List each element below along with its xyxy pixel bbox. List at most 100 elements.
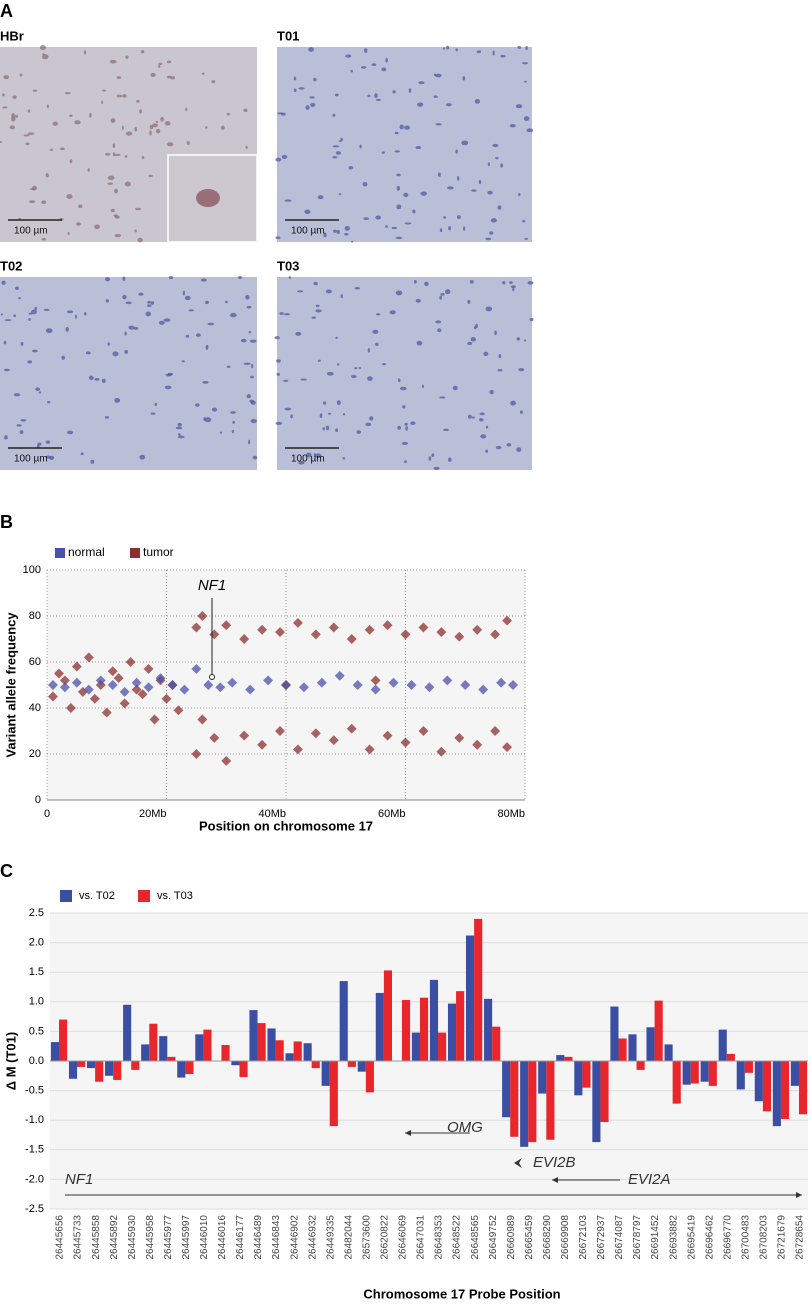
cell xyxy=(455,149,458,154)
cell xyxy=(433,466,440,470)
cell xyxy=(479,418,484,422)
x-tick-label: 26445997 xyxy=(181,1215,192,1260)
cell xyxy=(116,94,123,98)
cell xyxy=(47,401,51,404)
cell xyxy=(65,326,69,332)
bar xyxy=(592,1061,601,1143)
cell xyxy=(381,151,385,154)
x-tick-label: 20Mb xyxy=(139,808,167,820)
bar xyxy=(520,1061,529,1147)
x-tick-label: 26446843 xyxy=(271,1215,282,1260)
point xyxy=(95,675,106,686)
cell xyxy=(139,454,146,460)
point xyxy=(239,634,250,644)
point xyxy=(209,732,220,743)
cell xyxy=(319,413,323,418)
cell xyxy=(391,226,397,230)
point xyxy=(490,629,501,640)
cell xyxy=(487,190,493,195)
point xyxy=(71,661,82,672)
cell xyxy=(437,172,441,177)
cell xyxy=(396,185,400,191)
y-tick-label: 1.0 xyxy=(29,996,44,1008)
cell xyxy=(395,290,403,296)
micrograph-label: T03 xyxy=(277,258,299,273)
cell xyxy=(456,215,461,220)
point xyxy=(370,675,381,686)
cell xyxy=(107,342,111,346)
cell xyxy=(362,182,368,187)
bar xyxy=(664,1044,673,1061)
bar xyxy=(502,1061,511,1118)
cell xyxy=(448,457,452,462)
cell xyxy=(114,233,122,238)
cell xyxy=(240,338,247,343)
bar xyxy=(456,991,465,1061)
cell xyxy=(498,353,502,359)
cell xyxy=(136,100,140,103)
cell xyxy=(402,405,406,409)
point xyxy=(334,670,345,681)
arrow-head xyxy=(796,1192,802,1198)
x-tick-label: 26445977 xyxy=(163,1215,174,1260)
cell xyxy=(203,417,206,421)
cell xyxy=(323,232,327,238)
cell xyxy=(396,173,401,177)
point xyxy=(59,675,70,686)
cell xyxy=(246,394,251,399)
bar xyxy=(50,1042,60,1061)
cell xyxy=(364,48,368,53)
cell xyxy=(41,54,49,60)
cell xyxy=(510,400,516,406)
cell xyxy=(311,316,317,319)
bar xyxy=(690,1061,699,1084)
cell xyxy=(519,410,523,414)
cell xyxy=(249,399,254,403)
bar xyxy=(357,1061,366,1072)
x-tick-label: 26678797 xyxy=(632,1215,643,1260)
cell xyxy=(497,205,502,210)
bar xyxy=(149,1023,158,1061)
cell xyxy=(1,280,6,285)
point xyxy=(191,622,202,633)
cell xyxy=(158,64,161,68)
cell xyxy=(394,150,400,153)
cell xyxy=(295,331,302,336)
cell xyxy=(317,359,321,362)
bar xyxy=(185,1061,194,1075)
cell xyxy=(474,99,481,104)
point xyxy=(346,723,357,734)
bar xyxy=(726,1053,735,1061)
cell xyxy=(125,301,132,305)
cell xyxy=(442,47,445,50)
y-tick-label: 40 xyxy=(29,702,41,714)
point xyxy=(125,657,136,667)
cell xyxy=(166,75,173,79)
point xyxy=(454,631,465,642)
y-tick-label: 2.5 xyxy=(29,907,44,919)
cell xyxy=(67,231,70,236)
scale-label: 100 µm xyxy=(14,454,48,465)
x-tick-label: 26674087 xyxy=(614,1215,625,1260)
point xyxy=(155,673,166,684)
bar xyxy=(159,1036,168,1061)
inset-cell xyxy=(196,189,220,207)
point xyxy=(197,611,208,621)
cell xyxy=(490,218,497,223)
cell xyxy=(252,455,258,460)
cell xyxy=(150,412,156,415)
cell xyxy=(152,123,158,128)
arrow-head xyxy=(405,1130,411,1136)
cell xyxy=(225,300,228,304)
cell xyxy=(166,60,172,64)
bar xyxy=(429,979,439,1061)
cell xyxy=(134,207,142,211)
cell xyxy=(304,209,311,215)
point xyxy=(263,675,274,686)
cell xyxy=(139,109,142,114)
cell xyxy=(88,375,94,381)
cell xyxy=(297,290,304,293)
cell xyxy=(107,182,114,185)
bar xyxy=(672,1061,681,1104)
bar xyxy=(556,1055,565,1061)
